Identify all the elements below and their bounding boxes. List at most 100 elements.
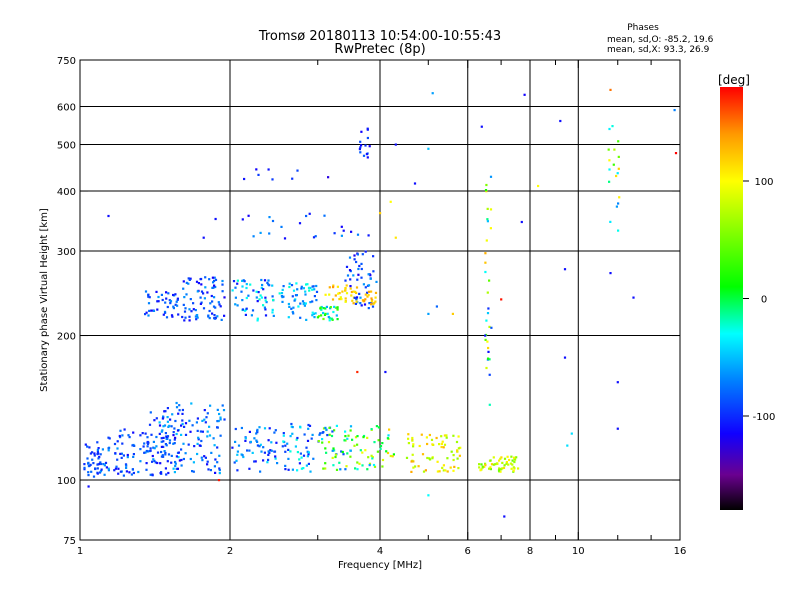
data-point (170, 461, 173, 464)
data-point (241, 454, 244, 457)
data-point (188, 315, 191, 318)
data-point (174, 293, 177, 296)
data-point (194, 309, 197, 312)
data-point (263, 451, 266, 454)
data-point (489, 468, 492, 471)
data-point (164, 467, 167, 470)
data-point (180, 458, 183, 462)
data-point (253, 460, 256, 463)
data-point (340, 450, 343, 453)
data-point (333, 429, 336, 432)
data-point (160, 455, 163, 458)
data-point (446, 457, 449, 460)
data-point (511, 463, 514, 466)
data-point (200, 439, 203, 443)
data-point (146, 442, 150, 445)
data-point (172, 467, 175, 470)
data-point (151, 474, 154, 477)
data-point (305, 214, 308, 218)
data-point (184, 452, 187, 455)
data-point (422, 470, 426, 473)
data-point (360, 144, 363, 147)
data-point (367, 234, 370, 237)
data-point (375, 280, 378, 283)
data-point (115, 465, 118, 468)
data-point (141, 432, 144, 435)
data-point (344, 430, 347, 433)
data-point (181, 315, 184, 319)
data-point (356, 233, 360, 236)
data-point (98, 462, 101, 465)
data-point (172, 293, 175, 297)
data-point (264, 296, 267, 299)
data-point (305, 318, 308, 321)
data-point (256, 444, 259, 447)
data-point (360, 262, 363, 265)
data-point (322, 467, 325, 470)
data-point (341, 450, 344, 454)
data-point (263, 427, 267, 430)
data-point (350, 294, 353, 297)
y-tick-label: 75 (63, 536, 76, 547)
data-point (486, 207, 489, 210)
data-point (236, 282, 239, 285)
data-point (512, 469, 515, 472)
data-point (300, 467, 303, 470)
data-point (188, 419, 191, 422)
data-point (371, 456, 374, 459)
data-point (96, 448, 99, 451)
data-point (298, 222, 302, 225)
x-tick-label: 2 (227, 546, 233, 557)
data-point (316, 316, 319, 319)
data-point (270, 449, 273, 452)
data-point (478, 466, 481, 469)
data-point (208, 425, 211, 428)
data-point (334, 294, 337, 297)
data-point (371, 457, 374, 460)
data-point (103, 464, 106, 467)
data-point (177, 451, 180, 454)
data-point (208, 434, 212, 437)
data-point (453, 465, 456, 468)
data-point (341, 290, 344, 293)
data-point (166, 435, 170, 438)
data-point (160, 293, 163, 296)
data-point (132, 455, 135, 458)
x-axis-label: Frequency [MHz] (338, 560, 422, 571)
data-point (237, 444, 241, 447)
data-point (97, 447, 100, 450)
data-point (143, 442, 146, 445)
data-point (218, 472, 221, 475)
data-point (407, 433, 410, 436)
data-point (325, 305, 328, 308)
data-point (374, 291, 378, 294)
data-point (152, 309, 156, 312)
data-point (325, 428, 328, 431)
data-point (272, 298, 275, 302)
data-point (168, 439, 172, 442)
data-point (374, 296, 377, 299)
data-point (165, 291, 168, 294)
data-point (116, 447, 119, 450)
data-point (344, 289, 347, 292)
data-point (157, 300, 160, 303)
data-point (503, 457, 507, 460)
data-point (96, 450, 99, 454)
data-point (335, 314, 338, 317)
data-point (377, 439, 380, 442)
data-point (180, 424, 183, 427)
data-point (486, 218, 489, 221)
x-tick-label: 8 (527, 546, 533, 557)
data-point (302, 467, 305, 470)
data-point (372, 463, 376, 467)
stats-line-o: mean, sd,O: -85.2, 19.6 (607, 35, 714, 45)
data-point (256, 300, 259, 303)
data-point (234, 296, 237, 299)
data-point (375, 425, 378, 428)
data-point (210, 451, 213, 454)
data-point (487, 350, 490, 353)
data-point (328, 293, 331, 296)
data-point (359, 296, 362, 299)
data-point (260, 450, 263, 453)
